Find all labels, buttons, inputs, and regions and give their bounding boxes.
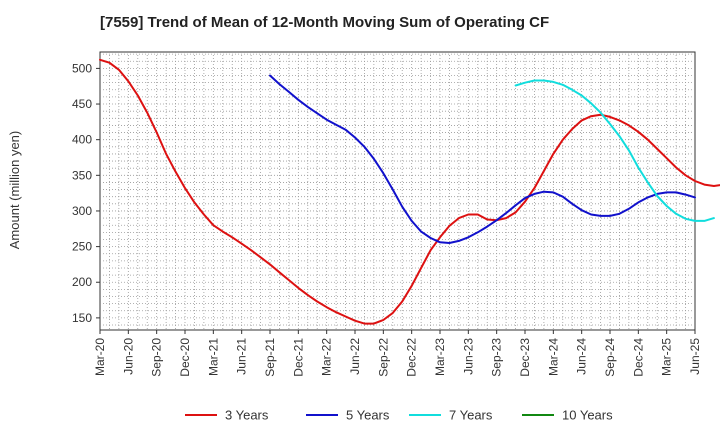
x-tick-label: Jun-25 xyxy=(688,338,702,375)
legend-label-3-years: 3 Years xyxy=(225,408,269,423)
x-tick-label: Sep-24 xyxy=(603,338,617,377)
x-tick-label: Jun-22 xyxy=(348,338,362,375)
y-tick-label: 200 xyxy=(72,275,92,289)
x-tick-label: Mar-21 xyxy=(206,338,220,376)
x-tick-label: Jun-21 xyxy=(235,338,249,375)
x-tick-label: Mar-20 xyxy=(93,338,107,376)
x-tick-label: Sep-20 xyxy=(150,338,164,377)
x-tick-label: Mar-24 xyxy=(546,338,560,376)
x-tick-label: Dec-22 xyxy=(405,338,419,377)
legend: 3 Years 5 Years 7 Years 10 Years xyxy=(185,408,613,423)
legend-label-5-years: 5 Years xyxy=(346,408,390,423)
legend-label-7-years: 7 Years xyxy=(449,408,493,423)
x-tick-label: Dec-23 xyxy=(518,338,532,377)
x-tick-label: Dec-20 xyxy=(178,338,192,377)
plot-frame xyxy=(99,51,696,331)
series-line-5-years xyxy=(269,74,696,244)
x-tick-label: Sep-23 xyxy=(490,338,504,377)
y-tick-label: 400 xyxy=(72,133,92,147)
series-line-7-years xyxy=(514,79,715,222)
x-tick-label: Dec-24 xyxy=(631,338,645,377)
x-tick-label: Mar-22 xyxy=(320,338,334,376)
y-tick-label: 300 xyxy=(72,204,92,218)
legend-label-10-years: 10 Years xyxy=(562,408,613,423)
plot-area: 150 200 250 300 350 400 450 500 Mar-20 Jun-20 Sep-… xyxy=(72,51,720,377)
y-tick-label: 250 xyxy=(72,240,92,254)
x-tick-label: Sep-21 xyxy=(263,338,277,377)
x-tick-label: Jun-20 xyxy=(121,338,135,375)
series-line-3-years xyxy=(99,58,720,325)
x-tick-label: Dec-21 xyxy=(291,338,305,377)
x-tick-label: Mar-25 xyxy=(660,338,674,376)
x-tick-label: Sep-22 xyxy=(376,338,390,377)
y-tick-label: 150 xyxy=(72,311,92,325)
y-tick-label: 450 xyxy=(72,97,92,111)
y-tick-label: 500 xyxy=(72,61,92,75)
y-tick-label: 350 xyxy=(72,168,92,182)
chart-title: [7559] Trend of Mean of 12-Month Moving … xyxy=(100,14,549,31)
y-axis-label: Amount (million yen) xyxy=(7,131,22,250)
x-tick-label: Jun-23 xyxy=(461,338,475,375)
x-tick-label: Mar-23 xyxy=(433,338,447,376)
x-tick-label: Jun-24 xyxy=(575,338,589,375)
